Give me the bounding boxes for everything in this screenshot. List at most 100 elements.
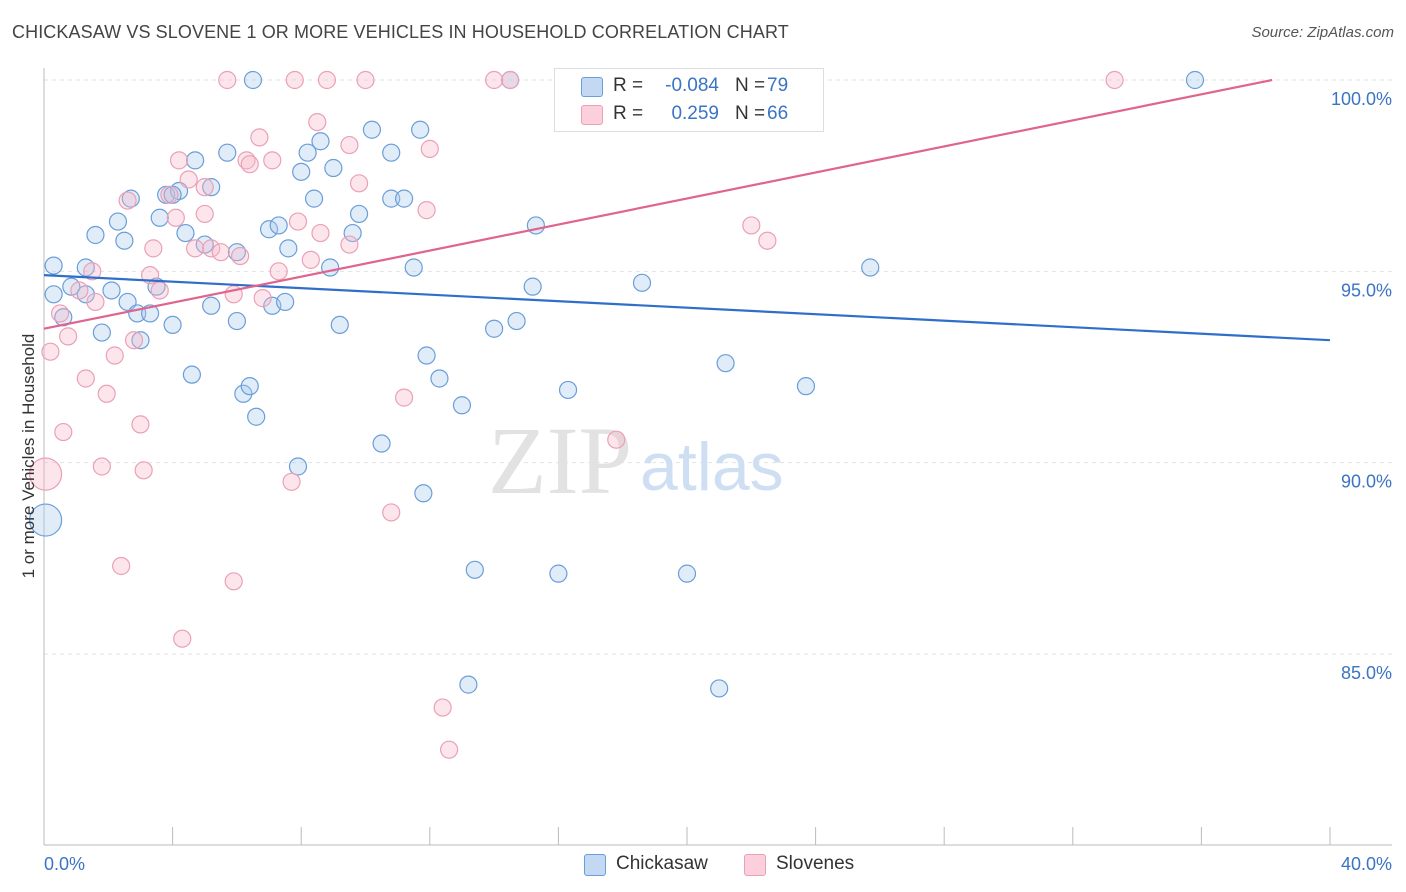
data-point [298, 143, 317, 162]
legend-n-value: 79 [767, 75, 789, 96]
data-point [179, 170, 198, 189]
data-point [677, 564, 697, 583]
data-point [250, 128, 269, 147]
data-point [485, 70, 504, 90]
data-point [321, 258, 340, 277]
chickasaw-points [29, 70, 1205, 698]
data-point [211, 243, 230, 262]
data-point [465, 560, 484, 579]
data-point [549, 564, 568, 583]
data-point [218, 143, 237, 162]
data-point [231, 246, 250, 266]
data-point [224, 572, 243, 591]
trend-lines [43, 78, 1331, 342]
data-point [218, 70, 237, 90]
data-point [276, 292, 295, 312]
data-point [269, 262, 288, 281]
data-point [485, 319, 504, 338]
data-point [263, 151, 282, 170]
data-point [102, 281, 121, 300]
data-point [105, 346, 124, 365]
watermark-zip: ZIP [488, 407, 632, 514]
data-point [97, 384, 116, 403]
data-point [50, 304, 70, 323]
data-point [362, 120, 382, 139]
legend-r-label: R = [613, 103, 644, 124]
data-point [317, 70, 337, 90]
slovenes-legend-label: Slovenes [776, 853, 855, 874]
data-point [173, 629, 192, 648]
data-point [163, 315, 182, 335]
legend-n-label: N = [735, 103, 766, 124]
data-point [247, 407, 266, 426]
data-point [430, 369, 449, 388]
data-point [279, 239, 298, 258]
data-point [131, 415, 150, 434]
data-point [632, 273, 652, 292]
slovenes-swatch [744, 854, 766, 876]
data-point [382, 189, 401, 208]
y-tick-label: 90.0% [1341, 472, 1392, 492]
data-point [411, 120, 430, 139]
data-point [186, 151, 205, 170]
data-point [92, 323, 111, 342]
data-point [182, 365, 201, 384]
data-point [716, 354, 735, 373]
data-point [202, 239, 221, 258]
data-point [349, 204, 369, 224]
data-point [382, 503, 401, 522]
data-point [301, 250, 320, 269]
data-point [83, 262, 102, 281]
data-point [44, 285, 63, 304]
data-point [343, 223, 362, 243]
data-point [288, 212, 308, 231]
watermark-atlas: atlas [640, 429, 784, 505]
data-point [304, 189, 324, 208]
data-point [253, 289, 272, 308]
data-point [414, 484, 433, 503]
data-point [92, 457, 111, 476]
data-point [324, 158, 343, 178]
data-point [330, 315, 349, 335]
data-point [134, 461, 153, 480]
data-point [507, 311, 526, 331]
x-tick-labels: 0.0% 40.0% [44, 854, 1392, 874]
legend-row-slovenes: R = 0.259 N = 66 [555, 100, 823, 128]
y-axis-label: 1 or more Vehicles in Household [19, 334, 38, 579]
data-point [394, 189, 414, 208]
data-point [372, 434, 391, 453]
data-point [70, 281, 89, 300]
legend-n-label: N = [735, 75, 766, 96]
y-tick-label: 95.0% [1341, 280, 1392, 300]
legend-swatch-slovenes [581, 105, 603, 125]
data-point [311, 132, 330, 151]
data-point [112, 556, 131, 576]
data-point [115, 231, 134, 250]
y-tick-label: 100.0% [1331, 89, 1392, 109]
data-point [311, 223, 330, 243]
chickasaw-legend-label: Chickasaw [616, 853, 708, 874]
data-point [169, 151, 189, 170]
data-point [861, 258, 880, 277]
data-point [758, 231, 777, 250]
data-point [1105, 70, 1124, 90]
axes [43, 68, 1392, 846]
data-point [59, 327, 78, 346]
data-point [288, 457, 308, 476]
data-point [108, 212, 128, 231]
data-point [710, 679, 729, 698]
data-point [44, 256, 63, 275]
data-point [607, 430, 626, 449]
y-tick-labels: 85.0% 90.0% 95.0% 100.0% [1331, 89, 1392, 683]
data-point [796, 377, 816, 396]
data-point [202, 296, 221, 315]
data-point [452, 396, 472, 415]
data-point [202, 178, 221, 197]
data-point [523, 277, 542, 296]
legend-r-value: 0.259 [671, 103, 719, 124]
legend-n-value: 66 [767, 103, 789, 124]
data-point [54, 422, 73, 442]
watermark: ZIP atlas [488, 407, 784, 514]
data-point [356, 70, 375, 90]
